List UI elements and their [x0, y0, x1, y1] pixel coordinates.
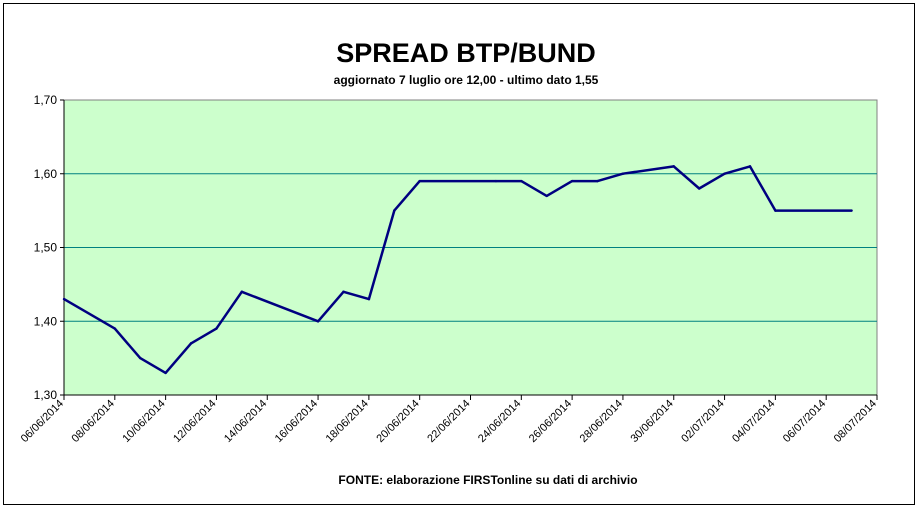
data-point [342, 290, 345, 293]
chart-footer: FONTE: elaborazione FIRSTonline su dati … [338, 473, 637, 487]
x-tick-label: 12/06/2014 [171, 398, 218, 445]
chart-frame: SPREAD BTP/BUND aggiornato 7 luglio ore … [3, 3, 915, 505]
data-point [520, 179, 523, 183]
y-tick-label: 1,60 [34, 167, 58, 181]
chart-title: SPREAD BTP/BUND [336, 38, 596, 68]
x-tick-label: 28/06/2014 [578, 398, 625, 445]
x-tick-label: 24/06/2014 [476, 398, 523, 445]
x-tick-label: 06/07/2014 [781, 398, 828, 445]
data-point [596, 179, 599, 183]
data-point [850, 209, 853, 212]
x-tick-label: 04/07/2014 [730, 398, 777, 445]
x-tick-label: 26/06/2014 [527, 398, 574, 445]
data-point [164, 371, 167, 375]
data-point [316, 320, 320, 323]
x-tick-label: 22/06/2014 [425, 398, 472, 445]
series-line [63, 165, 852, 375]
x-tick-label: 16/06/2014 [273, 398, 320, 445]
x-tick-label: 30/06/2014 [628, 398, 675, 445]
data-point [139, 356, 142, 360]
x-tick-label: 14/06/2014 [222, 398, 269, 445]
y-tick-label: 1,50 [34, 241, 58, 255]
data-point [621, 172, 625, 175]
data-point [62, 297, 66, 301]
y-tick-label: 1,70 [34, 93, 58, 107]
gridlines [64, 173, 877, 322]
data-point [494, 179, 498, 183]
chart-subtitle: aggiornato 7 luglio ore 12,00 - ultimo d… [334, 73, 599, 87]
data-point [418, 179, 421, 183]
x-tick-label: 10/06/2014 [120, 398, 167, 445]
data-point [697, 187, 701, 190]
x-tick-label: 08/06/2014 [70, 398, 117, 445]
data-point [113, 327, 117, 330]
data-point [545, 194, 548, 198]
x-tick-label: 20/06/2014 [374, 398, 421, 445]
x-tick-label: 02/07/2014 [679, 398, 726, 445]
data-point [570, 179, 574, 183]
data-point [723, 172, 726, 175]
data-point [393, 209, 396, 212]
x-axis: 06/06/2014 08/06/2014 10/06/2014 12/06/2014… [19, 395, 879, 445]
x-tick-label: 18/06/2014 [324, 398, 371, 445]
data-point [189, 342, 193, 345]
series-group [62, 165, 853, 375]
y-tick-label: 1,40 [34, 314, 58, 328]
data-point [367, 297, 371, 301]
chart: SPREAD BTP/BUND aggiornato 7 luglio ore … [19, 38, 879, 487]
data-point [774, 209, 777, 212]
y-tick-label: 1,30 [34, 388, 58, 402]
y-axis: 1,30 1,40 1,50 1,60 1,70 [34, 93, 64, 402]
data-point [672, 165, 675, 168]
x-tick-label: 06/06/2014 [19, 398, 66, 445]
data-point [215, 327, 218, 330]
x-tick-label: 08/07/2014 [832, 398, 879, 445]
data-point [748, 165, 752, 168]
data-point [240, 290, 244, 293]
